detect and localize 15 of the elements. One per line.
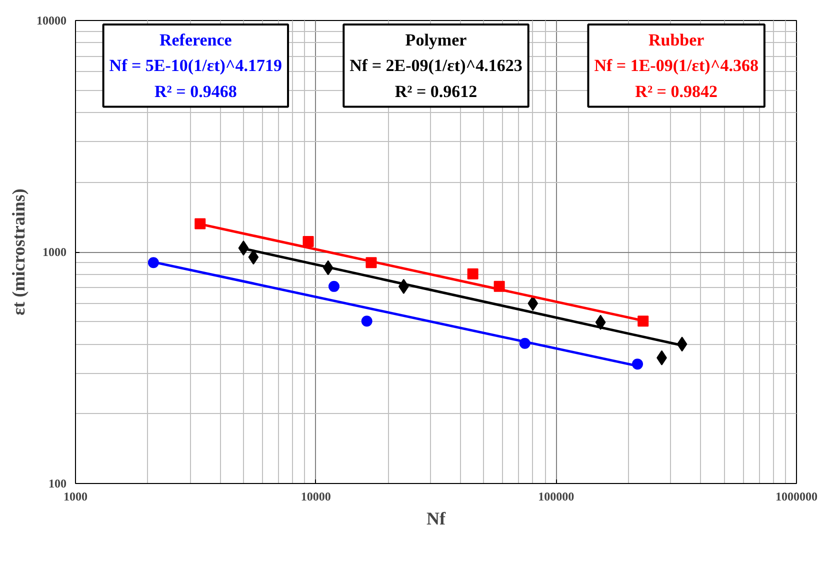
text: Reference xyxy=(159,30,232,50)
x-tick-label: 10000 xyxy=(300,490,331,504)
y-tick-label: 10000 xyxy=(36,14,66,28)
text: Polymer xyxy=(405,30,468,50)
annotation: Nf = 1E-09(1/εt)^4.368 R² = 0.9842 xyxy=(594,56,758,101)
text: Rubber xyxy=(648,30,705,50)
x-tick-label: 1000000 xyxy=(776,490,818,504)
annotation: Nf = 5E-10(1/εt)^4.1719 R² = 0.9468 xyxy=(109,56,282,101)
annotation: Nf = 2E-09(1/εt)^4.1623 R² = 0.9612 xyxy=(350,56,522,101)
x-tick-label: 100000 xyxy=(538,490,574,504)
x-tick-label: 1000 xyxy=(64,490,88,504)
y-tick-label: 1000 xyxy=(42,245,66,259)
y-tick-label: 100 xyxy=(48,476,66,490)
y-axis-title: εt (microstrains) xyxy=(8,188,28,316)
x-axis-title: Nf xyxy=(426,508,446,528)
